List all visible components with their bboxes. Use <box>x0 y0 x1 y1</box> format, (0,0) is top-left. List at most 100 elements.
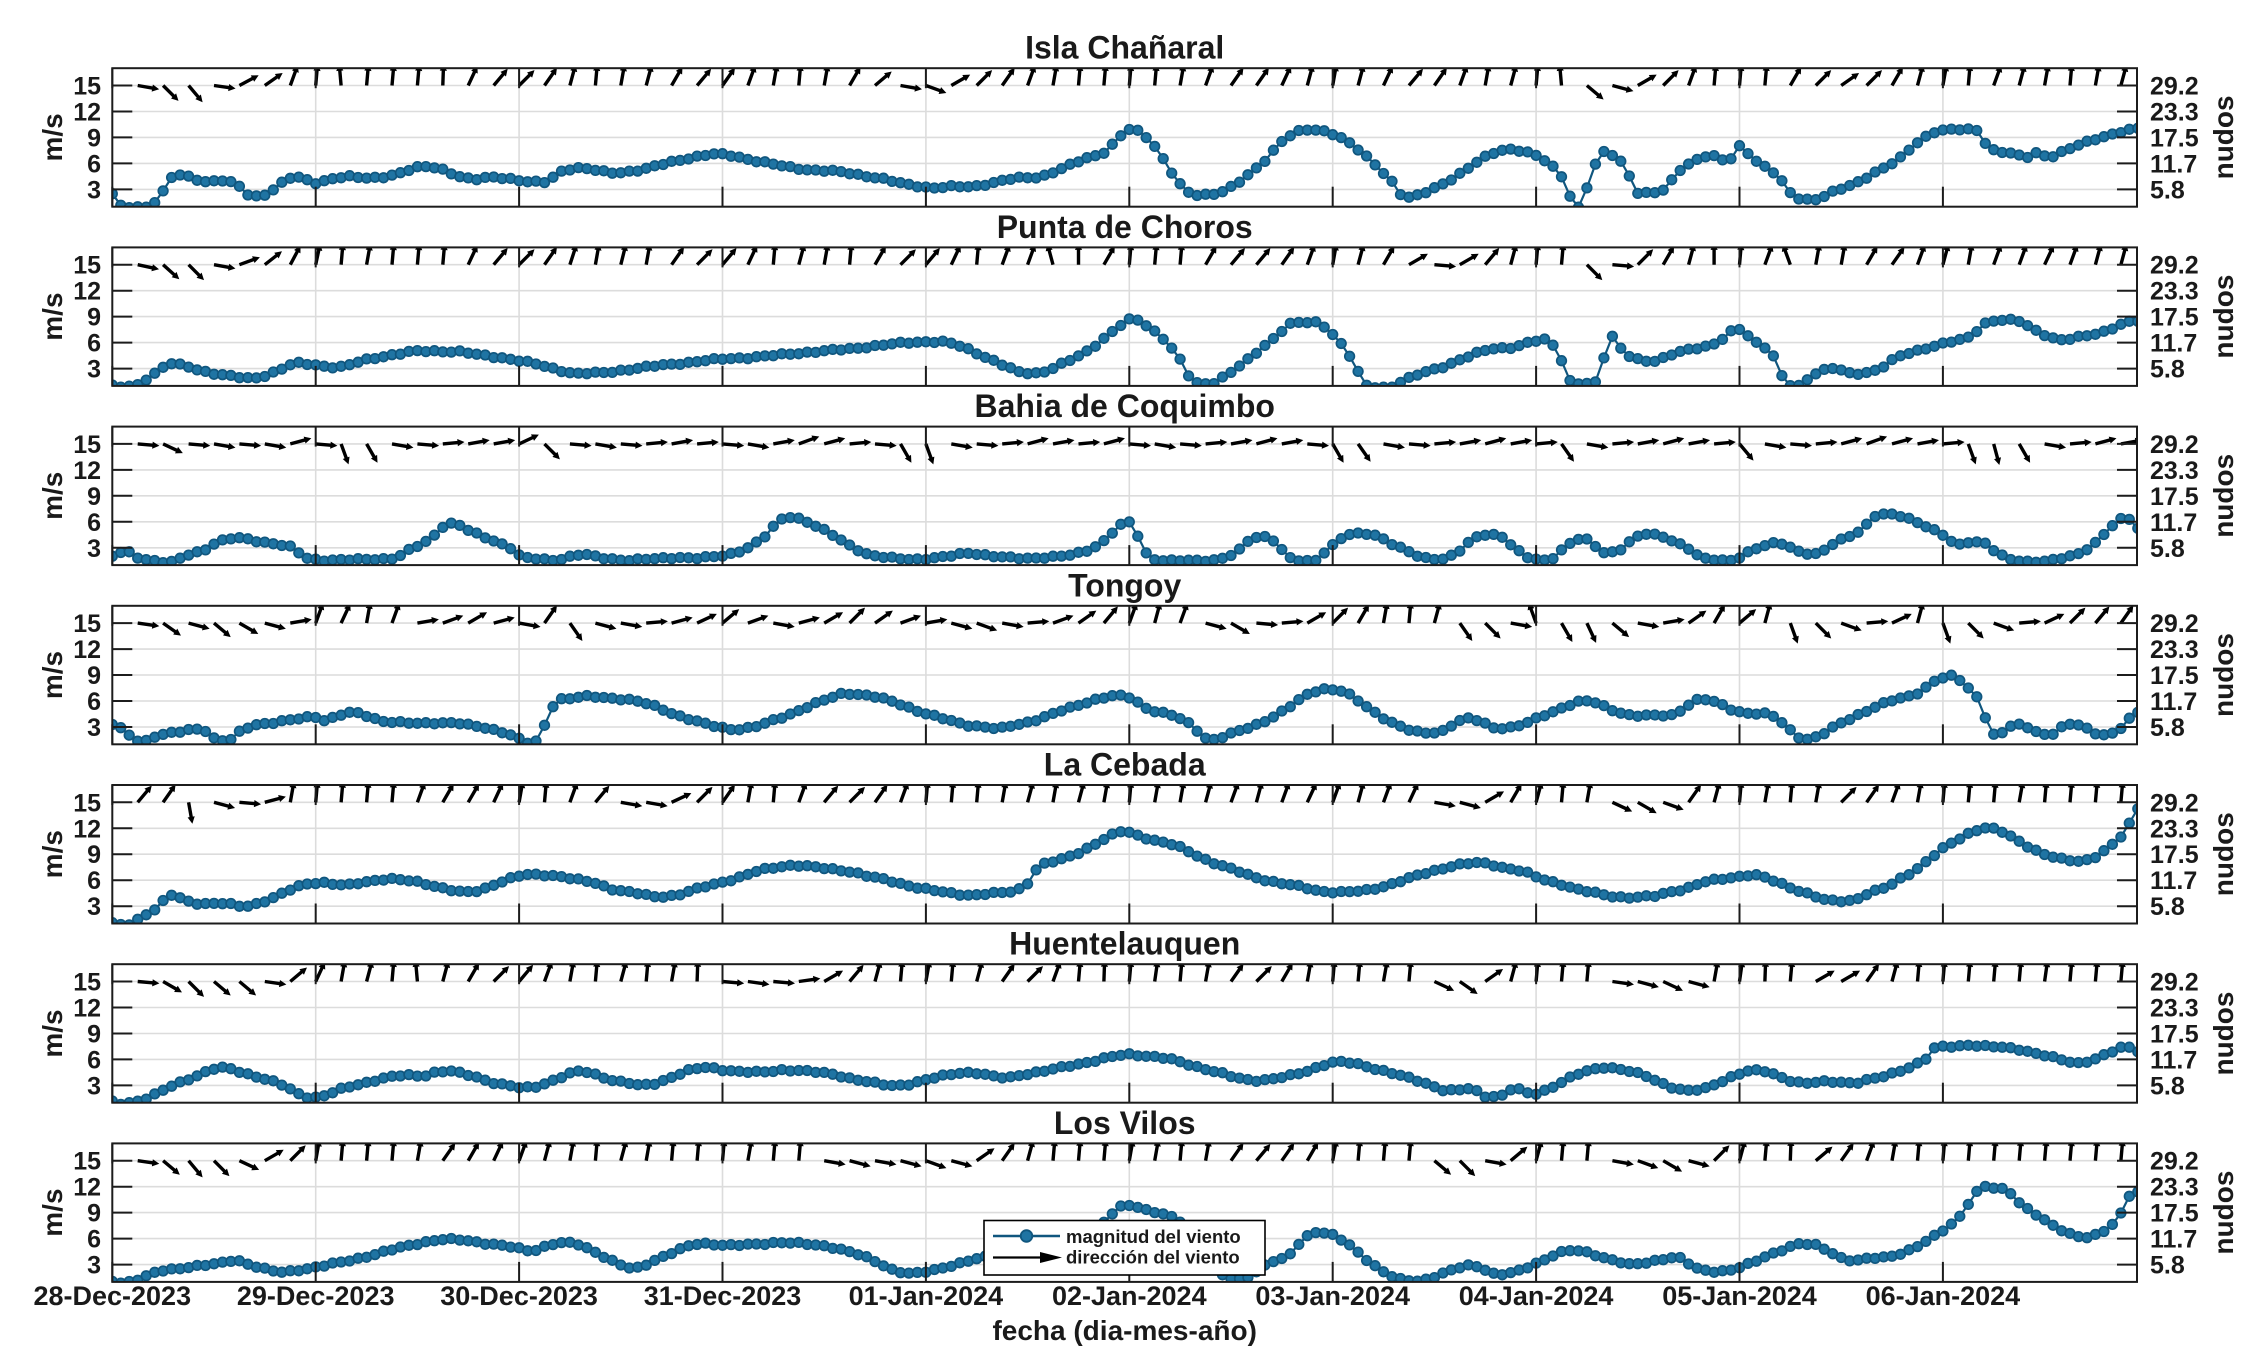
svg-text:9: 9 <box>87 483 101 511</box>
svg-text:9: 9 <box>87 662 101 690</box>
svg-text:12: 12 <box>73 278 101 306</box>
svg-text:9: 9 <box>87 1021 101 1049</box>
svg-text:15: 15 <box>73 789 101 817</box>
svg-text:9: 9 <box>87 1200 101 1228</box>
svg-text:06-Jan-2024: 06-Jan-2024 <box>1866 1281 2021 1311</box>
svg-text:Punta de Choros: Punta de Choros <box>997 209 1253 245</box>
svg-text:5.8: 5.8 <box>2150 356 2185 384</box>
svg-text:23.3: 23.3 <box>2150 99 2199 127</box>
svg-text:01-Jan-2024: 01-Jan-2024 <box>849 1281 1004 1311</box>
svg-text:5.8: 5.8 <box>2150 893 2185 921</box>
svg-text:11.7: 11.7 <box>2150 509 2197 537</box>
svg-text:9: 9 <box>87 124 101 152</box>
svg-text:28-Dec-2023: 28-Dec-2023 <box>33 1281 191 1311</box>
svg-text:Bahia de Coquimbo: Bahia de Coquimbo <box>974 388 1274 424</box>
svg-text:12: 12 <box>73 99 101 127</box>
svg-text:m/s: m/s <box>37 113 68 161</box>
svg-text:29-Dec-2023: 29-Dec-2023 <box>237 1281 395 1311</box>
svg-text:5.8: 5.8 <box>2150 535 2185 563</box>
svg-text:15: 15 <box>73 252 101 280</box>
svg-text:29.2: 29.2 <box>2150 252 2199 280</box>
svg-text:03-Jan-2024: 03-Jan-2024 <box>1255 1281 1410 1311</box>
svg-text:23.3: 23.3 <box>2150 278 2199 306</box>
svg-text:3: 3 <box>87 176 101 204</box>
svg-text:29.2: 29.2 <box>2150 431 2199 459</box>
svg-text:Los Vilos: Los Vilos <box>1054 1105 1196 1141</box>
svg-text:3: 3 <box>87 356 101 384</box>
svg-text:9: 9 <box>87 304 101 332</box>
svg-text:Tongoy: Tongoy <box>1068 567 1181 603</box>
svg-text:29.2: 29.2 <box>2150 789 2199 817</box>
svg-text:17.5: 17.5 <box>2150 1021 2199 1049</box>
svg-text:05-Jan-2024: 05-Jan-2024 <box>1662 1281 1817 1311</box>
svg-text:m/s: m/s <box>37 1009 68 1057</box>
svg-text:15: 15 <box>73 73 101 101</box>
svg-text:m/s: m/s <box>37 1188 68 1236</box>
svg-text:17.5: 17.5 <box>2150 1200 2199 1228</box>
svg-text:m/s: m/s <box>37 472 68 520</box>
svg-text:17.5: 17.5 <box>2150 304 2199 332</box>
svg-text:12: 12 <box>73 995 101 1023</box>
svg-text:23.3: 23.3 <box>2150 636 2199 664</box>
svg-text:6: 6 <box>87 867 101 895</box>
svg-text:12: 12 <box>73 1174 101 1202</box>
svg-text:6: 6 <box>87 688 101 716</box>
svg-text:Isla Chañaral: Isla Chañaral <box>1025 30 1224 66</box>
svg-text:magnitud del viento: magnitud del viento <box>1066 1226 1241 1247</box>
svg-text:m/s: m/s <box>37 651 68 699</box>
svg-text:nudos: nudos <box>2208 992 2239 1076</box>
svg-text:11.7: 11.7 <box>2150 1226 2197 1254</box>
svg-text:5.8: 5.8 <box>2150 714 2185 742</box>
svg-text:12: 12 <box>73 815 101 843</box>
svg-text:11.7: 11.7 <box>2150 1046 2197 1074</box>
svg-text:12: 12 <box>73 636 101 664</box>
svg-text:17.5: 17.5 <box>2150 124 2199 152</box>
svg-text:6: 6 <box>87 330 101 358</box>
svg-text:15: 15 <box>73 969 101 997</box>
svg-text:12: 12 <box>73 457 101 485</box>
svg-text:15: 15 <box>73 431 101 459</box>
svg-text:6: 6 <box>87 1046 101 1074</box>
svg-text:29.2: 29.2 <box>2150 969 2199 997</box>
svg-text:5.8: 5.8 <box>2150 1252 2185 1280</box>
svg-text:m/s: m/s <box>37 292 68 340</box>
svg-text:3: 3 <box>87 714 101 742</box>
svg-text:3: 3 <box>87 893 101 921</box>
svg-text:5.8: 5.8 <box>2150 1072 2185 1100</box>
svg-text:fecha (dia-mes-año): fecha (dia-mes-año) <box>992 1315 1257 1346</box>
svg-text:15: 15 <box>73 1148 101 1176</box>
svg-text:29.2: 29.2 <box>2150 610 2199 638</box>
svg-text:29.2: 29.2 <box>2150 1148 2199 1176</box>
svg-text:dirección del viento: dirección del viento <box>1066 1246 1240 1267</box>
svg-text:11.7: 11.7 <box>2150 330 2197 358</box>
svg-text:11.7: 11.7 <box>2150 688 2197 716</box>
svg-text:6: 6 <box>87 1226 101 1254</box>
svg-text:23.3: 23.3 <box>2150 815 2199 843</box>
svg-text:31-Dec-2023: 31-Dec-2023 <box>644 1281 802 1311</box>
svg-text:17.5: 17.5 <box>2150 841 2199 869</box>
svg-text:Huentelauquen: Huentelauquen <box>1009 926 1240 962</box>
svg-text:17.5: 17.5 <box>2150 483 2199 511</box>
svg-text:5.8: 5.8 <box>2150 176 2185 204</box>
svg-text:29.2: 29.2 <box>2150 73 2199 101</box>
svg-text:30-Dec-2023: 30-Dec-2023 <box>440 1281 598 1311</box>
svg-text:15: 15 <box>73 610 101 638</box>
svg-text:3: 3 <box>87 1252 101 1280</box>
svg-text:nudos: nudos <box>2208 812 2239 896</box>
svg-text:04-Jan-2024: 04-Jan-2024 <box>1459 1281 1614 1311</box>
svg-text:3: 3 <box>87 1072 101 1100</box>
svg-text:11.7: 11.7 <box>2150 150 2197 178</box>
svg-text:17.5: 17.5 <box>2150 662 2199 690</box>
svg-text:6: 6 <box>87 150 101 178</box>
svg-text:02-Jan-2024: 02-Jan-2024 <box>1052 1281 1207 1311</box>
svg-text:nudos: nudos <box>2208 1171 2239 1255</box>
svg-text:nudos: nudos <box>2208 95 2239 179</box>
svg-text:23.3: 23.3 <box>2150 457 2199 485</box>
svg-text:23.3: 23.3 <box>2150 1174 2199 1202</box>
svg-text:9: 9 <box>87 841 101 869</box>
svg-text:6: 6 <box>87 509 101 537</box>
svg-text:nudos: nudos <box>2208 633 2239 717</box>
svg-text:11.7: 11.7 <box>2150 867 2197 895</box>
svg-text:23.3: 23.3 <box>2150 995 2199 1023</box>
svg-text:m/s: m/s <box>37 830 68 878</box>
